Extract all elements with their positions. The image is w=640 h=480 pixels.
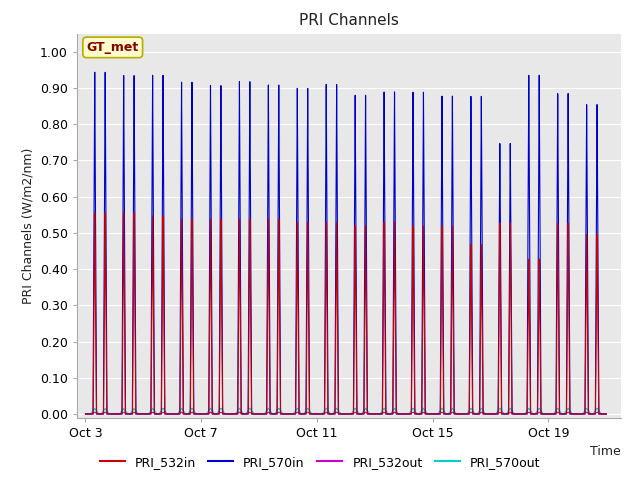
Title: PRI Channels: PRI Channels — [299, 13, 399, 28]
Text: GT_met: GT_met — [86, 41, 139, 54]
Y-axis label: PRI Channels (W/m2/nm): PRI Channels (W/m2/nm) — [21, 147, 34, 304]
X-axis label: Time: Time — [590, 445, 621, 458]
Legend: PRI_532in, PRI_570in, PRI_532out, PRI_570out: PRI_532in, PRI_570in, PRI_532out, PRI_57… — [95, 451, 545, 474]
